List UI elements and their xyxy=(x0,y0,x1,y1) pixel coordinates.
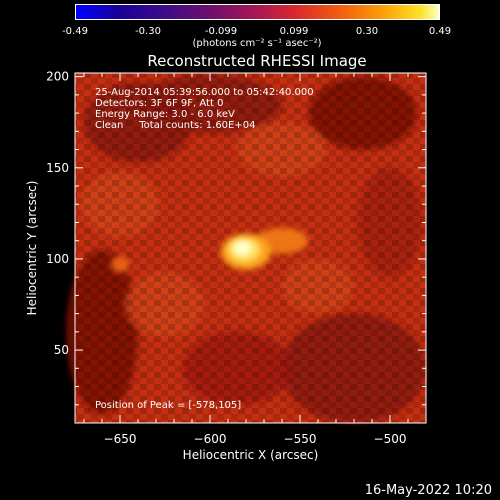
colorbar-tick-label: 0.49 xyxy=(428,26,452,37)
y-tick-label: 50 xyxy=(54,343,69,357)
colorbar-tick-label: -0.30 xyxy=(135,26,161,37)
y-tick-label: 200 xyxy=(46,70,69,84)
timestamp-footer: 16-May-2022 10:20 xyxy=(364,483,492,498)
colorbar-tick-label: 0.30 xyxy=(355,26,379,37)
annotation-detectors: Detectors: 3F 6F 9F, Att 0 xyxy=(95,98,223,109)
plot-frame xyxy=(74,72,427,424)
colorbar xyxy=(75,4,440,20)
colorbar-tick-label: 0.099 xyxy=(279,26,309,37)
colorbar-tick-label: -0.099 xyxy=(204,26,238,37)
x-tick-label: −600 xyxy=(194,432,227,446)
annotation-clean-counts: Clean Total counts: 1.60E+04 xyxy=(95,120,255,131)
x-axis-label: Heliocentric X (arcsec) xyxy=(183,448,319,462)
annotation-peak-position: Position of Peak = [-578,105] xyxy=(95,400,241,411)
annotation-energy-range: Energy Range: 3.0 - 6.0 keV xyxy=(95,109,235,120)
chart-title: Reconstructed RHESSI Image xyxy=(147,52,367,70)
x-tick-label: −550 xyxy=(284,432,317,446)
heatmap-image xyxy=(66,73,426,423)
annotation-time-range: 25-Aug-2014 05:39:56.000 to 05:42:40.000 xyxy=(95,87,314,98)
y-axis-label: Heliocentric Y (arcsec) xyxy=(25,181,39,316)
x-tick-label: −500 xyxy=(374,432,407,446)
x-tick-label: −650 xyxy=(104,432,137,446)
colorbar-tick-label: -0.49 xyxy=(62,26,88,37)
y-tick-label: 100 xyxy=(46,252,69,266)
colorbar-units: (photons cm⁻² s⁻¹ asec⁻²) xyxy=(192,38,322,49)
y-tick-label: 150 xyxy=(46,161,69,175)
